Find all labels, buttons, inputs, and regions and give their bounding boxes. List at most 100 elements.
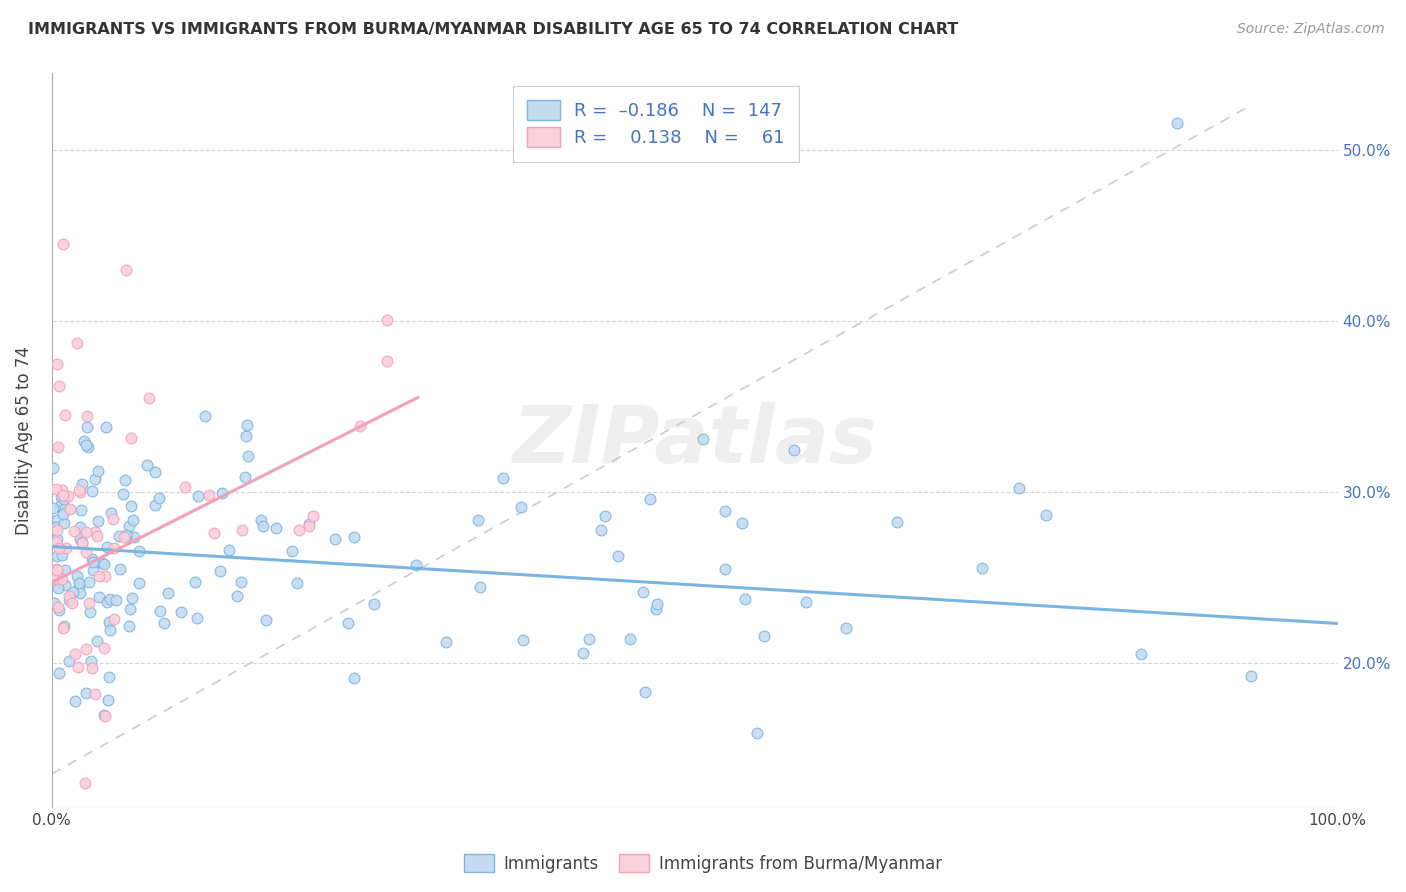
Point — [108, 529, 131, 543]
Point — [148, 491, 170, 505]
Point — [75, 641, 97, 656]
Point — [48, 603, 70, 617]
Point — [115, 528, 138, 542]
Point — [745, 726, 768, 740]
Point — [231, 523, 253, 537]
Legend: Immigrants, Immigrants from Burma/Myanmar: Immigrants, Immigrants from Burma/Myanma… — [457, 847, 949, 880]
Point — [98, 615, 121, 630]
Point — [714, 504, 737, 518]
Point — [75, 438, 97, 452]
Point — [66, 336, 89, 351]
Point — [49, 491, 72, 505]
Point — [571, 647, 593, 661]
Text: Source: ZipAtlas.com: Source: ZipAtlas.com — [1237, 22, 1385, 37]
Point — [1166, 115, 1188, 129]
Point — [101, 512, 124, 526]
Point — [45, 571, 67, 585]
Point — [93, 709, 115, 723]
Point — [73, 775, 96, 789]
Point — [114, 262, 136, 277]
Point — [593, 508, 616, 523]
Point — [87, 590, 110, 604]
Point — [835, 621, 858, 635]
Point — [76, 420, 98, 434]
Point — [752, 629, 775, 643]
Text: ZIPatlas: ZIPatlas — [512, 401, 877, 480]
Text: IMMIGRANTS VS IMMIGRANTS FROM BURMA/MYANMAR DISABILITY AGE 65 TO 74 CORRELATION : IMMIGRANTS VS IMMIGRANTS FROM BURMA/MYAN… — [28, 22, 959, 37]
Point — [692, 432, 714, 446]
Point — [48, 541, 70, 555]
Point — [136, 458, 159, 472]
Point — [1239, 669, 1261, 683]
Point — [120, 432, 142, 446]
Point — [45, 562, 67, 576]
Point — [86, 529, 108, 543]
Point — [97, 693, 120, 707]
Point — [128, 543, 150, 558]
Point — [70, 476, 93, 491]
Point — [82, 484, 104, 499]
Point — [323, 532, 346, 546]
Point — [75, 524, 97, 539]
Point — [731, 516, 754, 530]
Point — [468, 580, 491, 594]
Point — [1008, 481, 1031, 495]
Y-axis label: Disability Age 65 to 74: Disability Age 65 to 74 — [15, 346, 32, 535]
Point — [52, 507, 75, 521]
Point — [63, 694, 86, 708]
Point — [886, 516, 908, 530]
Point — [70, 534, 93, 549]
Point — [100, 624, 122, 638]
Point — [42, 501, 65, 516]
Point — [52, 516, 75, 531]
Point — [186, 611, 208, 625]
Point — [211, 486, 233, 500]
Point — [103, 612, 125, 626]
Point — [363, 597, 385, 611]
Point — [375, 354, 398, 368]
Point — [184, 575, 207, 590]
Point — [53, 500, 76, 515]
Point — [202, 526, 225, 541]
Point — [120, 499, 142, 513]
Point — [143, 465, 166, 479]
Point — [231, 575, 253, 590]
Point — [302, 508, 325, 523]
Point — [45, 482, 67, 496]
Point — [298, 519, 321, 533]
Point — [105, 593, 128, 607]
Point — [48, 666, 70, 681]
Point — [45, 572, 67, 586]
Point — [82, 661, 104, 675]
Point — [53, 491, 76, 506]
Point — [73, 434, 96, 449]
Point — [70, 536, 93, 550]
Point — [112, 531, 135, 545]
Point — [67, 483, 90, 497]
Point — [59, 502, 82, 516]
Point — [233, 470, 256, 484]
Point — [138, 391, 160, 405]
Point — [236, 418, 259, 433]
Point — [121, 591, 143, 605]
Point — [67, 580, 90, 594]
Point — [53, 619, 76, 633]
Point — [156, 586, 179, 600]
Point — [62, 524, 84, 538]
Point — [49, 499, 72, 513]
Point — [69, 520, 91, 534]
Point — [288, 523, 311, 537]
Point — [84, 472, 107, 486]
Point — [578, 632, 600, 646]
Point — [46, 441, 69, 455]
Point — [75, 686, 97, 700]
Point — [76, 409, 98, 424]
Point — [170, 606, 193, 620]
Point — [58, 592, 80, 607]
Point — [343, 530, 366, 544]
Legend: R =  –0.186    N =  147, R =    0.138    N =    61: R = –0.186 N = 147, R = 0.138 N = 61 — [513, 86, 799, 161]
Point — [343, 671, 366, 685]
Point — [58, 654, 80, 668]
Point — [114, 473, 136, 487]
Point — [512, 633, 534, 648]
